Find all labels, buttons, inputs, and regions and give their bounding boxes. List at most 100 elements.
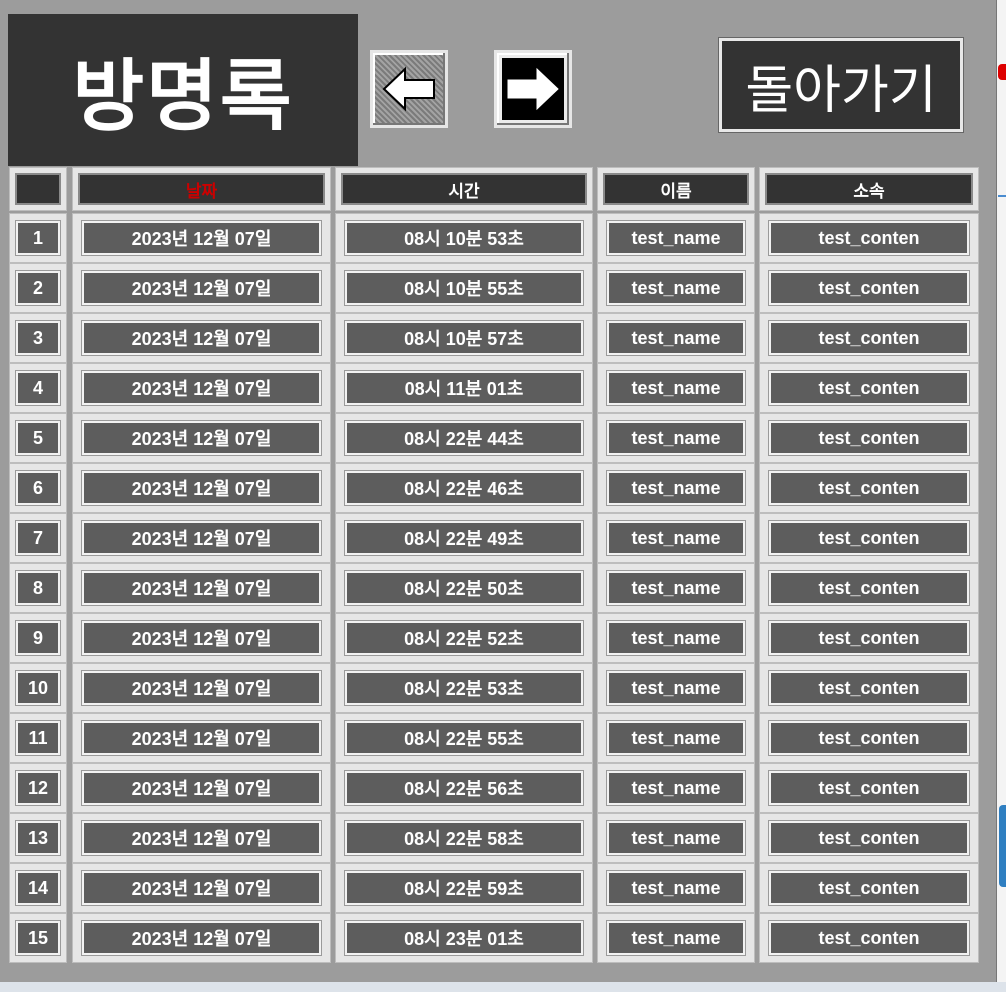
table-cell-date: 2023년 12월 07일 <box>72 663 331 713</box>
row-time: 08시 22분 55초 <box>345 721 583 755</box>
table-cell-name: test_name <box>597 463 755 513</box>
row-number[interactable]: 13 <box>16 821 60 855</box>
row-time: 08시 10분 57초 <box>345 321 583 355</box>
row-number[interactable]: 14 <box>16 871 60 905</box>
table-cell-org: test_conten <box>759 363 979 413</box>
row-number[interactable]: 15 <box>16 921 60 955</box>
row-org: test_conten <box>769 621 969 655</box>
row-org: test_conten <box>769 771 969 805</box>
row-org: test_conten <box>769 421 969 455</box>
taskbar-edge <box>0 982 1006 992</box>
table-cell-org: test_conten <box>759 763 979 813</box>
row-number[interactable]: 10 <box>16 671 60 705</box>
table-cell-name: test_name <box>597 263 755 313</box>
row-name: test_name <box>607 221 745 255</box>
table-cell-time: 08시 11분 01초 <box>335 363 593 413</box>
table-cell-date: 2023년 12월 07일 <box>72 413 331 463</box>
next-page-button[interactable] <box>494 50 572 128</box>
table-cell-num: 3 <box>9 313 67 363</box>
table-cell-date: 2023년 12월 07일 <box>72 213 331 263</box>
row-time: 08시 22분 59초 <box>345 871 583 905</box>
row-number[interactable]: 8 <box>16 571 60 605</box>
row-date: 2023년 12월 07일 <box>82 571 321 605</box>
row-date: 2023년 12월 07일 <box>82 471 321 505</box>
header-cell-number <box>9 167 67 211</box>
row-name: test_name <box>607 721 745 755</box>
page-title: 방명록 <box>8 14 358 166</box>
table-cell-org: test_conten <box>759 813 979 863</box>
table-cell-time: 08시 10분 57초 <box>335 313 593 363</box>
row-date: 2023년 12월 07일 <box>82 221 321 255</box>
table-cell-date: 2023년 12월 07일 <box>72 763 331 813</box>
table-cell-time: 08시 10분 55초 <box>335 263 593 313</box>
table-cell-num: 2 <box>9 263 67 313</box>
header-cell-org: 소속 <box>759 167 979 211</box>
table-cell-time: 08시 22분 53초 <box>335 663 593 713</box>
row-org: test_conten <box>769 821 969 855</box>
header-cell-org-label: 소속 <box>765 173 973 205</box>
table-cell-num: 15 <box>9 913 67 963</box>
table-cell-date: 2023년 12월 07일 <box>72 513 331 563</box>
row-org: test_conten <box>769 521 969 555</box>
table-cell-time: 08시 22분 44초 <box>335 413 593 463</box>
table-cell-time: 08시 23분 01초 <box>335 913 593 963</box>
row-date: 2023년 12월 07일 <box>82 621 321 655</box>
row-time: 08시 22분 58초 <box>345 821 583 855</box>
row-time: 08시 22분 52초 <box>345 621 583 655</box>
row-number[interactable]: 6 <box>16 471 60 505</box>
row-time: 08시 22분 44초 <box>345 421 583 455</box>
row-number[interactable]: 1 <box>16 221 60 255</box>
arrow-left-icon <box>378 58 440 120</box>
row-date: 2023년 12월 07일 <box>82 671 321 705</box>
header-cell-date: 날짜 <box>72 167 331 211</box>
table-cell-num: 14 <box>9 863 67 913</box>
prev-page-button[interactable] <box>370 50 448 128</box>
row-number[interactable]: 11 <box>16 721 60 755</box>
row-org: test_conten <box>769 721 969 755</box>
row-number[interactable]: 9 <box>16 621 60 655</box>
row-number[interactable]: 2 <box>16 271 60 305</box>
table-cell-time: 08시 22분 59초 <box>335 863 593 913</box>
row-number[interactable]: 7 <box>16 521 60 555</box>
row-date: 2023년 12월 07일 <box>82 371 321 405</box>
row-time: 08시 22분 50초 <box>345 571 583 605</box>
row-name: test_name <box>607 521 745 555</box>
table-cell-org: test_conten <box>759 663 979 713</box>
row-date: 2023년 12월 07일 <box>82 521 321 555</box>
table-cell-name: test_name <box>597 913 755 963</box>
row-date: 2023년 12월 07일 <box>82 721 321 755</box>
back-button[interactable]: 돌아가기 <box>718 37 964 133</box>
table-cell-name: test_name <box>597 313 755 363</box>
row-date: 2023년 12월 07일 <box>82 421 321 455</box>
table-cell-num: 8 <box>9 563 67 613</box>
row-org: test_conten <box>769 321 969 355</box>
row-number[interactable]: 5 <box>16 421 60 455</box>
row-name: test_name <box>607 871 745 905</box>
table-cell-num: 9 <box>9 613 67 663</box>
row-name: test_name <box>607 671 745 705</box>
row-time: 08시 22분 53초 <box>345 671 583 705</box>
row-org: test_conten <box>769 571 969 605</box>
table-cell-name: test_name <box>597 613 755 663</box>
row-number[interactable]: 12 <box>16 771 60 805</box>
table-cell-num: 12 <box>9 763 67 813</box>
table-cell-date: 2023년 12월 07일 <box>72 813 331 863</box>
table-cell-date: 2023년 12월 07일 <box>72 863 331 913</box>
table-cell-name: test_name <box>597 413 755 463</box>
table-cell-org: test_conten <box>759 413 979 463</box>
row-name: test_name <box>607 321 745 355</box>
row-number[interactable]: 3 <box>16 321 60 355</box>
table-cell-name: test_name <box>597 363 755 413</box>
table-cell-num: 6 <box>9 463 67 513</box>
header-cell-name: 이름 <box>597 167 755 211</box>
row-number[interactable]: 4 <box>16 371 60 405</box>
row-time: 08시 10분 53초 <box>345 221 583 255</box>
table-cell-date: 2023년 12월 07일 <box>72 713 331 763</box>
header-cell-date-label: 날짜 <box>78 173 325 205</box>
row-name: test_name <box>607 271 745 305</box>
table-cell-num: 4 <box>9 363 67 413</box>
row-time: 08시 10분 55초 <box>345 271 583 305</box>
row-name: test_name <box>607 571 745 605</box>
row-date: 2023년 12월 07일 <box>82 271 321 305</box>
row-org: test_conten <box>769 671 969 705</box>
